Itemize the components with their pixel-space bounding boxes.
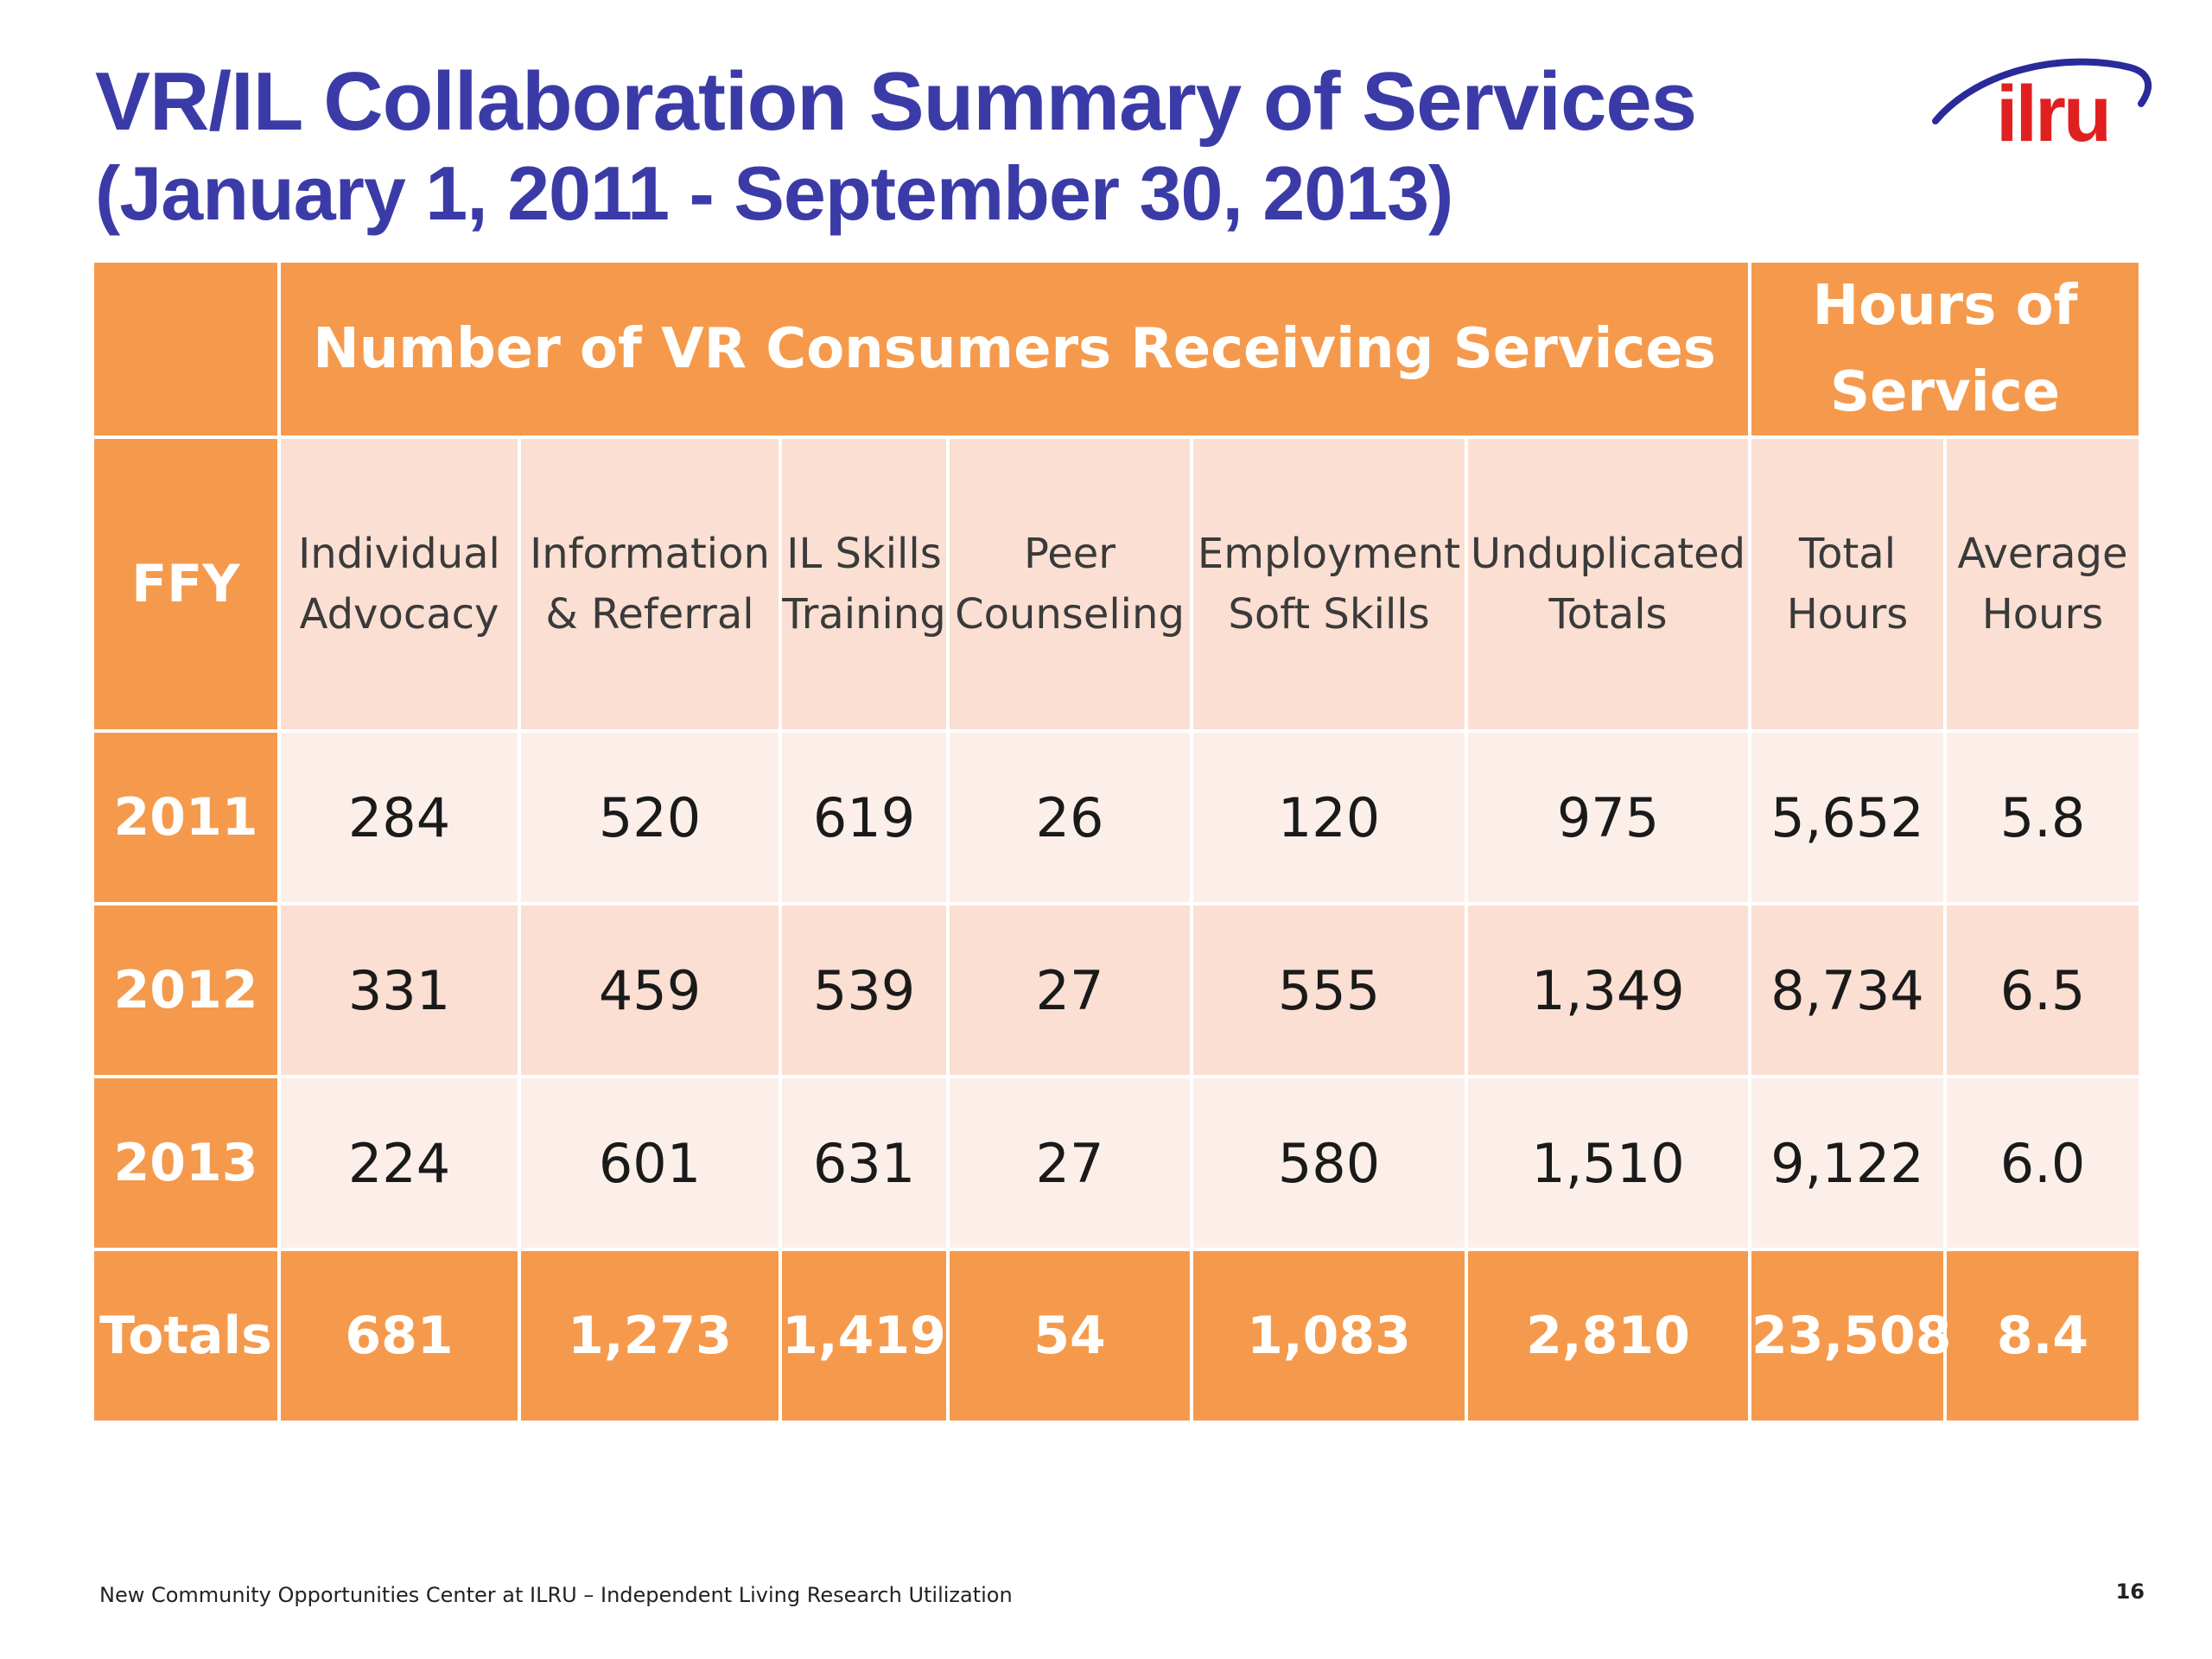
table-row: 2013 224 601 631 27 580 1,510 9,122 6.0 <box>94 1078 2139 1248</box>
totals-cell: 1,419 <box>782 1251 946 1421</box>
slide-title: VR/IL Collaboration Summary of Services <box>95 55 1697 148</box>
slide-footer: New Community Opportunities Center at IL… <box>99 1583 1013 1607</box>
ilru-logo: ilru <box>1927 35 2160 164</box>
table-row: 2012 331 459 539 27 555 1,349 8,734 6.5 <box>94 906 2139 1075</box>
slide-subtitle: (January 1, 2011 - September 30, 2013) <box>95 150 1453 236</box>
table-cell: 520 <box>521 733 779 902</box>
table-cell: 1,510 <box>1468 1078 1748 1248</box>
table-cell: 26 <box>950 733 1190 902</box>
table-cell: 601 <box>521 1078 779 1248</box>
totals-label: Totals <box>94 1251 277 1421</box>
page-number: 16 <box>2115 1580 2145 1604</box>
col-header-information-referral: Information & Referral <box>521 439 779 729</box>
table-cell: 331 <box>281 906 518 1075</box>
row-header-ffy: 2012 <box>94 906 277 1075</box>
row-header-ffy: 2011 <box>94 733 277 902</box>
logo-swoosh-icon <box>1932 58 2152 124</box>
table-cell: 631 <box>782 1078 946 1248</box>
totals-cell: 54 <box>950 1251 1190 1421</box>
table-cell: 120 <box>1193 733 1465 902</box>
table-cell: 555 <box>1193 906 1465 1075</box>
col-header-peer-counseling: Peer Counseling <box>950 439 1190 729</box>
col-header-average-hours: Average Hours <box>1947 439 2139 729</box>
col-header-unduplicated-totals: Unduplicated Totals <box>1468 439 1748 729</box>
table-row: 2011 284 520 619 26 120 975 5,652 5.8 <box>94 733 2139 902</box>
logo-text: ilru <box>1996 70 2112 158</box>
band-hours-header: Hours of Service <box>1751 263 2139 435</box>
services-table: Number of VR Consumers Receiving Service… <box>91 259 2142 1424</box>
table-cell: 5.8 <box>1947 733 2139 902</box>
totals-cell: 8.4 <box>1947 1251 2139 1421</box>
table-cell: 1,349 <box>1468 906 1748 1075</box>
totals-cell: 681 <box>281 1251 518 1421</box>
corner-cell <box>94 263 277 435</box>
col-header-employment-soft-skills: Employment Soft Skills <box>1193 439 1465 729</box>
col-header-total-hours: Total Hours <box>1751 439 1943 729</box>
totals-cell: 2,810 <box>1468 1251 1748 1421</box>
table-cell: 539 <box>782 906 946 1075</box>
table-cell: 284 <box>281 733 518 902</box>
table-cell: 6.5 <box>1947 906 2139 1075</box>
row-header-ffy: 2013 <box>94 1078 277 1248</box>
table-cell: 27 <box>950 1078 1190 1248</box>
totals-cell: 1,083 <box>1193 1251 1465 1421</box>
table-cell: 619 <box>782 733 946 902</box>
table-cell: 9,122 <box>1751 1078 1943 1248</box>
col-header-individual-advocacy: Individual Advocacy <box>281 439 518 729</box>
col-header-ffy: FFY <box>94 439 277 729</box>
table-cell: 6.0 <box>1947 1078 2139 1248</box>
table-cell: 8,734 <box>1751 906 1943 1075</box>
table-cell: 27 <box>950 906 1190 1075</box>
table-cell: 5,652 <box>1751 733 1943 902</box>
table-cell: 224 <box>281 1078 518 1248</box>
table-cell: 459 <box>521 906 779 1075</box>
totals-cell: 1,273 <box>521 1251 779 1421</box>
band-consumers-header: Number of VR Consumers Receiving Service… <box>281 263 1748 435</box>
col-header-il-skills-training: IL Skills Training <box>782 439 946 729</box>
table-cell: 975 <box>1468 733 1748 902</box>
table-cell: 580 <box>1193 1078 1465 1248</box>
totals-cell: 23,508 <box>1751 1251 1952 1421</box>
totals-row: Totals 681 1,273 1,419 54 1,083 2,810 23… <box>94 1251 2139 1421</box>
